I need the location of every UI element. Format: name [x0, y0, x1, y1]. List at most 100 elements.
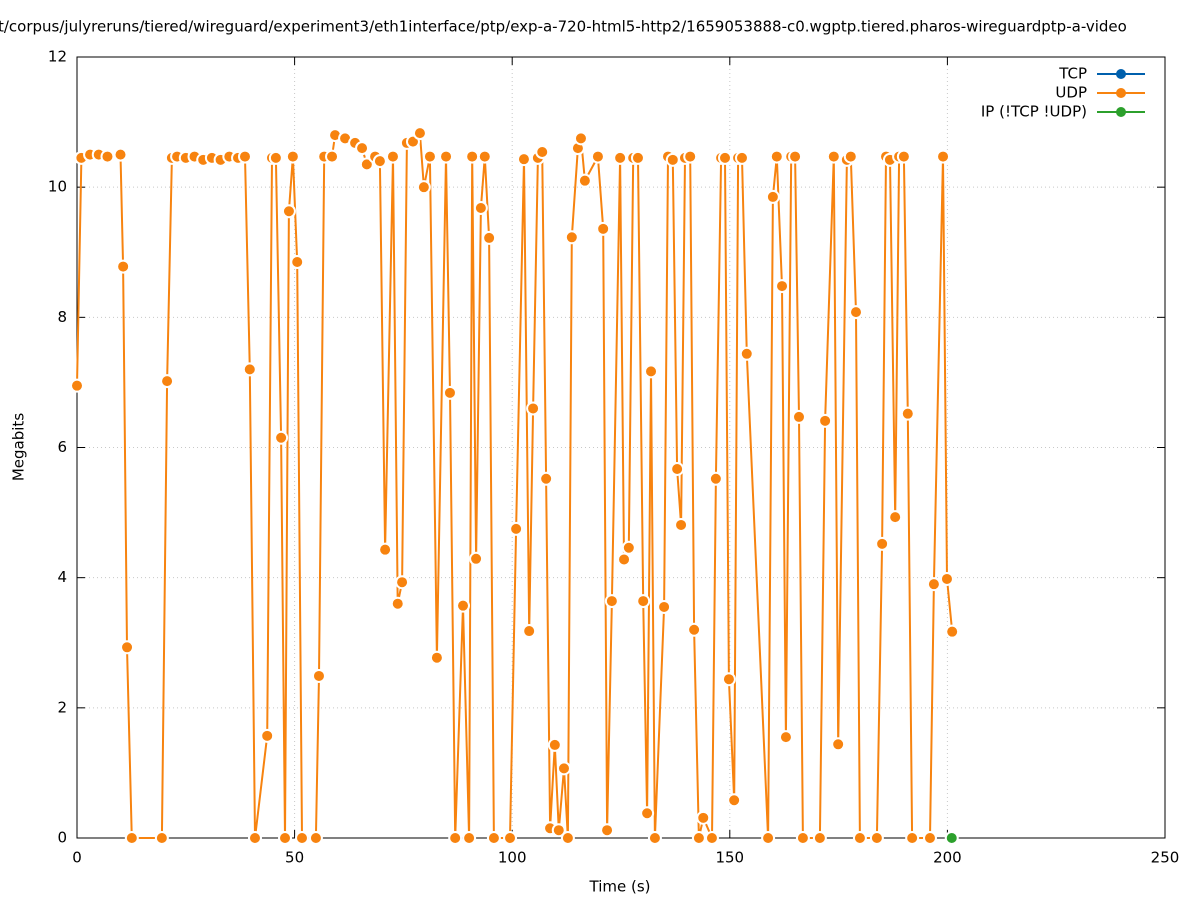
data-point — [456, 598, 471, 613]
data-point — [311, 668, 326, 683]
x-tick-label: 100 — [498, 849, 527, 867]
y-axis-label: Megabits — [10, 413, 28, 481]
data-point — [647, 831, 662, 845]
data-point — [560, 831, 575, 845]
data-point — [154, 831, 169, 845]
x-tick-label: 0 — [72, 849, 82, 867]
y-tick-label: 0 — [57, 829, 67, 847]
data-point — [765, 189, 780, 204]
data-point — [640, 806, 655, 821]
data-point — [100, 149, 115, 164]
y-tick-label: 2 — [57, 698, 67, 716]
data-point — [922, 831, 937, 845]
data-point — [936, 149, 951, 164]
data-point — [290, 255, 305, 270]
x-tick-label: 200 — [933, 849, 962, 867]
data-point — [775, 279, 790, 294]
data-point — [687, 622, 702, 637]
data-point — [385, 149, 400, 164]
data-point — [657, 599, 672, 614]
data-point — [268, 150, 283, 165]
data-point — [274, 430, 289, 445]
data-point — [260, 728, 275, 743]
data-point — [573, 131, 588, 146]
data-point — [944, 831, 959, 845]
data-point — [416, 180, 431, 195]
data-point — [852, 831, 867, 845]
data-point — [896, 149, 911, 164]
series-line — [76, 130, 954, 839]
data-point — [831, 737, 846, 752]
data-point — [577, 173, 592, 188]
legend-label: TCP — [1058, 65, 1087, 83]
data-point — [278, 831, 293, 845]
data-point — [551, 823, 566, 838]
data-point — [708, 471, 723, 486]
data-point — [869, 831, 884, 845]
data-point — [644, 364, 659, 379]
data-point — [630, 150, 645, 165]
data-point — [590, 149, 605, 164]
legend-marker — [1116, 88, 1126, 98]
data-point — [849, 305, 864, 320]
data-point — [522, 624, 537, 639]
data-point — [355, 141, 370, 156]
data-point — [788, 149, 803, 164]
data-point — [721, 672, 736, 687]
data-point — [926, 577, 941, 592]
data-point — [547, 737, 562, 752]
data-point — [826, 149, 841, 164]
data-point — [875, 536, 890, 551]
y-tick-label: 12 — [48, 48, 67, 66]
data-point — [372, 154, 387, 169]
data-point — [696, 810, 711, 825]
data-point — [843, 149, 858, 164]
data-point — [442, 385, 457, 400]
data-point — [556, 761, 571, 776]
data-point — [242, 362, 257, 377]
data-point — [439, 149, 454, 164]
data-point — [683, 149, 698, 164]
data-point — [378, 542, 393, 557]
data-point — [613, 150, 628, 165]
data-point — [674, 517, 689, 532]
x-tick-label: 150 — [715, 849, 744, 867]
y-tick-label: 8 — [57, 308, 67, 326]
data-point — [945, 624, 960, 639]
y-tick-label: 10 — [48, 178, 67, 196]
data-point — [448, 831, 463, 845]
legend-label: UDP — [1055, 84, 1087, 102]
data-point — [734, 150, 749, 165]
data-point — [636, 594, 651, 609]
y-tick-label: 6 — [57, 438, 67, 456]
data-point — [390, 596, 405, 611]
data-point — [691, 831, 706, 845]
data-point — [486, 831, 501, 845]
data-point — [116, 259, 131, 274]
data-point — [888, 510, 903, 525]
data-point — [600, 823, 615, 838]
x-axis-label: Time (s) — [589, 878, 651, 896]
data-point — [477, 149, 492, 164]
data-point — [727, 793, 742, 808]
data-point — [761, 831, 776, 845]
chart-title: t/corpus/julyreruns/tiered/wireguard/exp… — [0, 18, 1127, 36]
data-point — [124, 831, 139, 845]
data-point — [812, 831, 827, 845]
data-point — [503, 831, 518, 845]
data-point — [469, 551, 484, 566]
data-point — [718, 150, 733, 165]
data-point — [739, 346, 754, 361]
data-point — [791, 409, 806, 424]
data-point — [539, 471, 554, 486]
data-point — [325, 149, 340, 164]
data-point — [422, 149, 437, 164]
data-point — [617, 552, 632, 567]
data-point — [905, 831, 920, 845]
data-point — [621, 540, 636, 555]
data-point — [509, 521, 524, 536]
data-point — [473, 200, 488, 215]
data-point — [429, 650, 444, 665]
data-point — [237, 149, 252, 164]
